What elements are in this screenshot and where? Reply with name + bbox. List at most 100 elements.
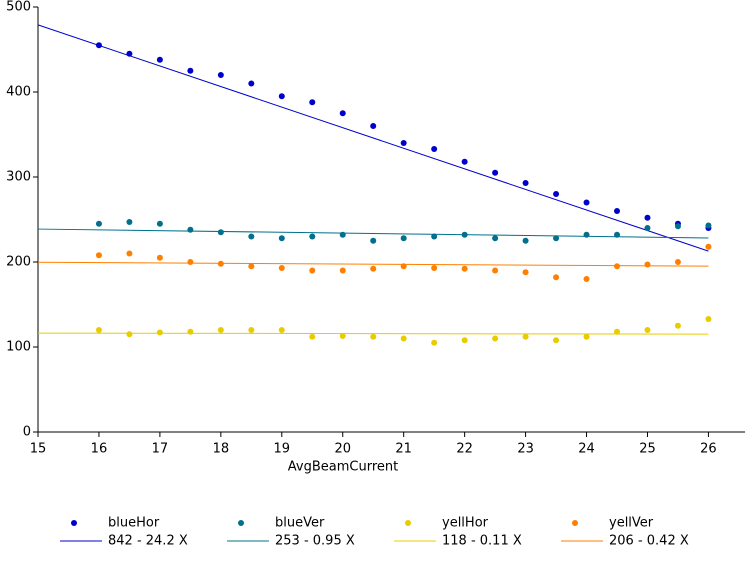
point (156, 220, 163, 227)
point (400, 235, 407, 242)
point (553, 337, 560, 344)
point (400, 140, 407, 146)
y-tick-label: 200 (6, 255, 31, 270)
point (126, 250, 133, 257)
point (278, 235, 285, 242)
point (492, 267, 499, 274)
point (522, 179, 529, 186)
point (95, 42, 102, 49)
point (705, 315, 712, 322)
legend-marker (238, 520, 244, 526)
x-tick-label: 17 (152, 442, 169, 457)
point (156, 329, 163, 336)
point (492, 235, 499, 242)
x-tick-label: 15 (30, 442, 47, 457)
point (644, 225, 651, 231)
point (370, 265, 377, 272)
point (187, 226, 194, 233)
point (400, 263, 407, 270)
x-tick-label: 21 (395, 442, 412, 457)
legend-marker (405, 520, 411, 526)
x-axis-label: AvgBeamCurrent (288, 460, 398, 475)
point (370, 237, 377, 244)
y-tick-label: 100 (6, 340, 31, 355)
y-tick-label: 500 (6, 0, 31, 15)
point (309, 99, 316, 106)
point (614, 208, 621, 214)
point (95, 327, 102, 333)
point (674, 322, 681, 329)
point (339, 110, 346, 117)
point (583, 333, 590, 340)
point (705, 243, 712, 250)
x-tick-label: 23 (517, 442, 534, 457)
point (522, 269, 529, 276)
point (431, 264, 438, 271)
point (217, 327, 224, 333)
fit-line (37, 332, 709, 335)
legend-label: blueHor (108, 516, 160, 531)
legend-label: yellHor (442, 516, 489, 531)
x-tick-label: 22 (456, 442, 473, 457)
point (400, 335, 407, 342)
legend-label: blueVer (275, 516, 325, 531)
point (309, 233, 316, 240)
point (492, 169, 499, 176)
x-tick-label: 20 (334, 442, 351, 457)
point (583, 276, 590, 282)
legend-fit-label: 118 - 0.11 X (442, 534, 522, 549)
point (370, 123, 377, 129)
point (95, 252, 102, 259)
point (553, 235, 560, 242)
point (644, 261, 651, 268)
point (339, 231, 346, 238)
point (553, 274, 560, 281)
point (492, 335, 499, 342)
point (248, 263, 255, 270)
point (309, 333, 316, 340)
point (217, 260, 224, 267)
point (431, 145, 438, 152)
point (461, 265, 468, 272)
point (705, 222, 712, 229)
point (156, 254, 163, 261)
point (674, 259, 681, 265)
legend-fit-label: 206 - 0.42 X (609, 534, 689, 549)
point (583, 199, 590, 206)
point (126, 219, 133, 226)
point (461, 231, 468, 238)
point (674, 223, 681, 230)
legend-fit-label: 842 - 24.2 X (108, 534, 188, 549)
point (522, 333, 529, 340)
point (95, 220, 102, 227)
x-tick-label: 25 (639, 442, 656, 457)
point (431, 233, 438, 240)
point (339, 332, 346, 339)
legend-fit-label: 253 - 0.95 X (275, 534, 355, 549)
point (614, 328, 621, 335)
y-tick-label: 300 (6, 170, 31, 185)
point (309, 267, 316, 274)
point (278, 93, 285, 100)
point (187, 67, 194, 74)
point (278, 327, 285, 333)
point (126, 50, 133, 57)
point (278, 264, 285, 271)
x-tick-label: 24 (578, 442, 595, 457)
point (187, 259, 194, 265)
point (583, 231, 590, 238)
x-tick-label: 26 (700, 442, 717, 457)
point (644, 327, 651, 333)
point (217, 229, 224, 236)
point (461, 337, 468, 344)
point (248, 233, 255, 240)
point (522, 237, 529, 244)
x-tick-label: 19 (274, 442, 291, 457)
point (431, 339, 438, 346)
point (553, 191, 560, 197)
y-tick-label: 400 (6, 85, 31, 100)
point (126, 331, 133, 338)
point (370, 333, 377, 340)
x-tick-label: 16 (91, 442, 108, 457)
